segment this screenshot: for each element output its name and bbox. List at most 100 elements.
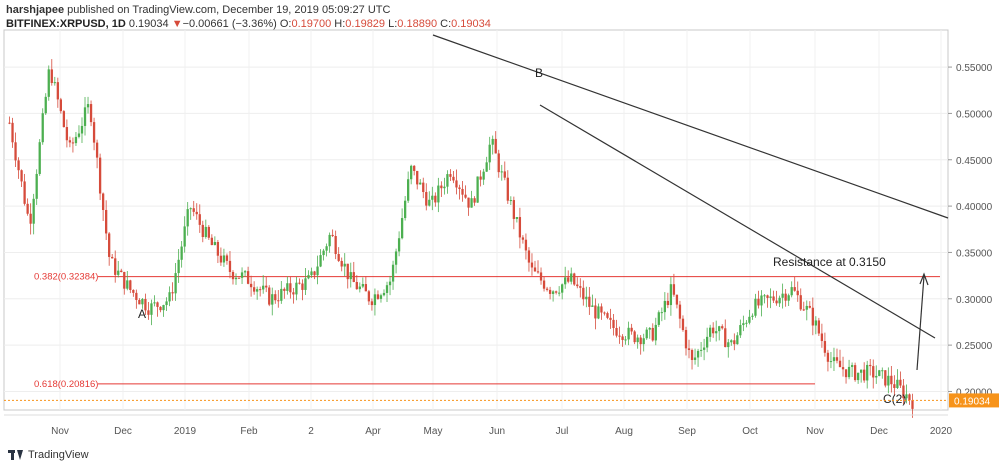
- candle-body: [292, 292, 295, 295]
- candle-body: [911, 400, 914, 409]
- candle-body: [597, 306, 600, 319]
- candle-body: [902, 385, 905, 399]
- candle-body: [579, 286, 582, 288]
- candle-body: [470, 198, 473, 208]
- candle-body: [618, 335, 621, 337]
- candle-body: [651, 327, 654, 341]
- candle-body: [38, 142, 41, 174]
- candle-body: [228, 260, 232, 272]
- price-axis[interactable]: 0.55000 0.50000 0.45000 0.40000 0.35000 0.300…: [4, 63, 999, 408]
- candle-body: [766, 295, 769, 298]
- candle-body: [751, 315, 754, 317]
- candle-body: [20, 170, 23, 182]
- x-tick-label: Feb: [240, 426, 258, 437]
- candle-body: [693, 357, 697, 360]
- candle-body: [893, 384, 896, 388]
- candle-body: [666, 300, 670, 306]
- trendlines[interactable]: [432, 34, 949, 371]
- candle-body: [742, 323, 745, 326]
- candle-body: [512, 200, 515, 219]
- candle-body: [491, 138, 494, 145]
- candle-body: [908, 394, 911, 401]
- candle-body: [183, 226, 186, 247]
- candle-body: [860, 369, 863, 373]
- candle-body: [449, 174, 452, 177]
- candle-body: [524, 239, 528, 251]
- fib-levels: 0.382(0.32384) 0.618(0.20816): [34, 272, 940, 390]
- candle-body: [165, 301, 168, 306]
- candle-body: [198, 214, 201, 225]
- author-name[interactable]: harshjapee: [6, 4, 65, 16]
- trendline: [432, 34, 949, 219]
- candle-body: [156, 302, 159, 307]
- candle-body: [192, 208, 195, 212]
- candle-body: [277, 300, 280, 302]
- candle-body: [696, 350, 700, 358]
- candle-body: [826, 352, 830, 362]
- candle-body: [736, 335, 739, 345]
- time-axis[interactable]: Nov Dec 2019 Feb 2 Apr May Jun Jul Aug Sep Oct Nov De…: [4, 414, 953, 437]
- annotation-label: A: [138, 307, 146, 321]
- candle-body: [866, 364, 869, 381]
- candle-body: [724, 328, 727, 348]
- candle-body: [11, 122, 14, 143]
- x-tick-label: 2: [308, 426, 314, 437]
- candle-body: [98, 157, 102, 194]
- x-tick-label: Nov: [51, 426, 69, 437]
- candle-body: [265, 285, 268, 288]
- candle-body: [117, 270, 120, 275]
- candle-body: [636, 337, 639, 343]
- tradingview-footer[interactable]: TradingView: [8, 449, 89, 461]
- candle-body: [86, 104, 90, 108]
- candle-body: [881, 370, 884, 372]
- candle-body: [440, 185, 443, 189]
- price-change: −0.00661 (−3.36%): [182, 18, 277, 30]
- candle-body: [403, 200, 407, 219]
- candle-body: [576, 284, 579, 287]
- candle-body: [295, 282, 298, 295]
- candle-body: [108, 233, 111, 257]
- candle-body: [328, 234, 331, 247]
- candle-body: [561, 284, 564, 293]
- candle-body: [482, 171, 485, 180]
- last-price: 0.19034: [128, 18, 169, 30]
- y-tick-label: 0.25000: [956, 341, 993, 352]
- candle-body: [781, 293, 784, 298]
- candle-body: [14, 142, 17, 161]
- candle-body: [869, 364, 872, 367]
- candle-body: [301, 283, 304, 290]
- candle-body: [274, 294, 277, 301]
- candle-body: [201, 224, 204, 238]
- candle-body: [219, 255, 223, 263]
- candle-body: [413, 165, 416, 171]
- candle-body: [506, 177, 509, 201]
- candle-body: [603, 312, 606, 314]
- candle-body: [379, 295, 383, 299]
- candle-body: [687, 348, 691, 351]
- candle-body: [896, 379, 899, 388]
- candle-body: [467, 197, 470, 208]
- candle-body: [645, 329, 648, 339]
- y-tick-label: 0.55000: [956, 63, 993, 74]
- candle-body: [558, 292, 561, 294]
- candle-body: [760, 295, 763, 306]
- candle-body: [878, 370, 881, 376]
- candle-body: [17, 160, 20, 171]
- candle-body: [657, 312, 660, 325]
- candle-body: [690, 350, 694, 360]
- candle-body: [905, 394, 908, 399]
- candle-body: [446, 174, 449, 187]
- open-label: O:: [279, 18, 292, 30]
- low-label: L:: [388, 18, 398, 30]
- candle-body: [162, 305, 165, 311]
- candle-body: [509, 200, 512, 202]
- candle-body: [497, 153, 500, 173]
- candle-body: [262, 285, 265, 290]
- candle-body: [397, 238, 401, 252]
- candle-body: [150, 303, 153, 315]
- candle-body: [129, 280, 132, 290]
- candle-body: [114, 258, 117, 275]
- candle-body: [101, 193, 105, 210]
- candle-body: [44, 96, 47, 114]
